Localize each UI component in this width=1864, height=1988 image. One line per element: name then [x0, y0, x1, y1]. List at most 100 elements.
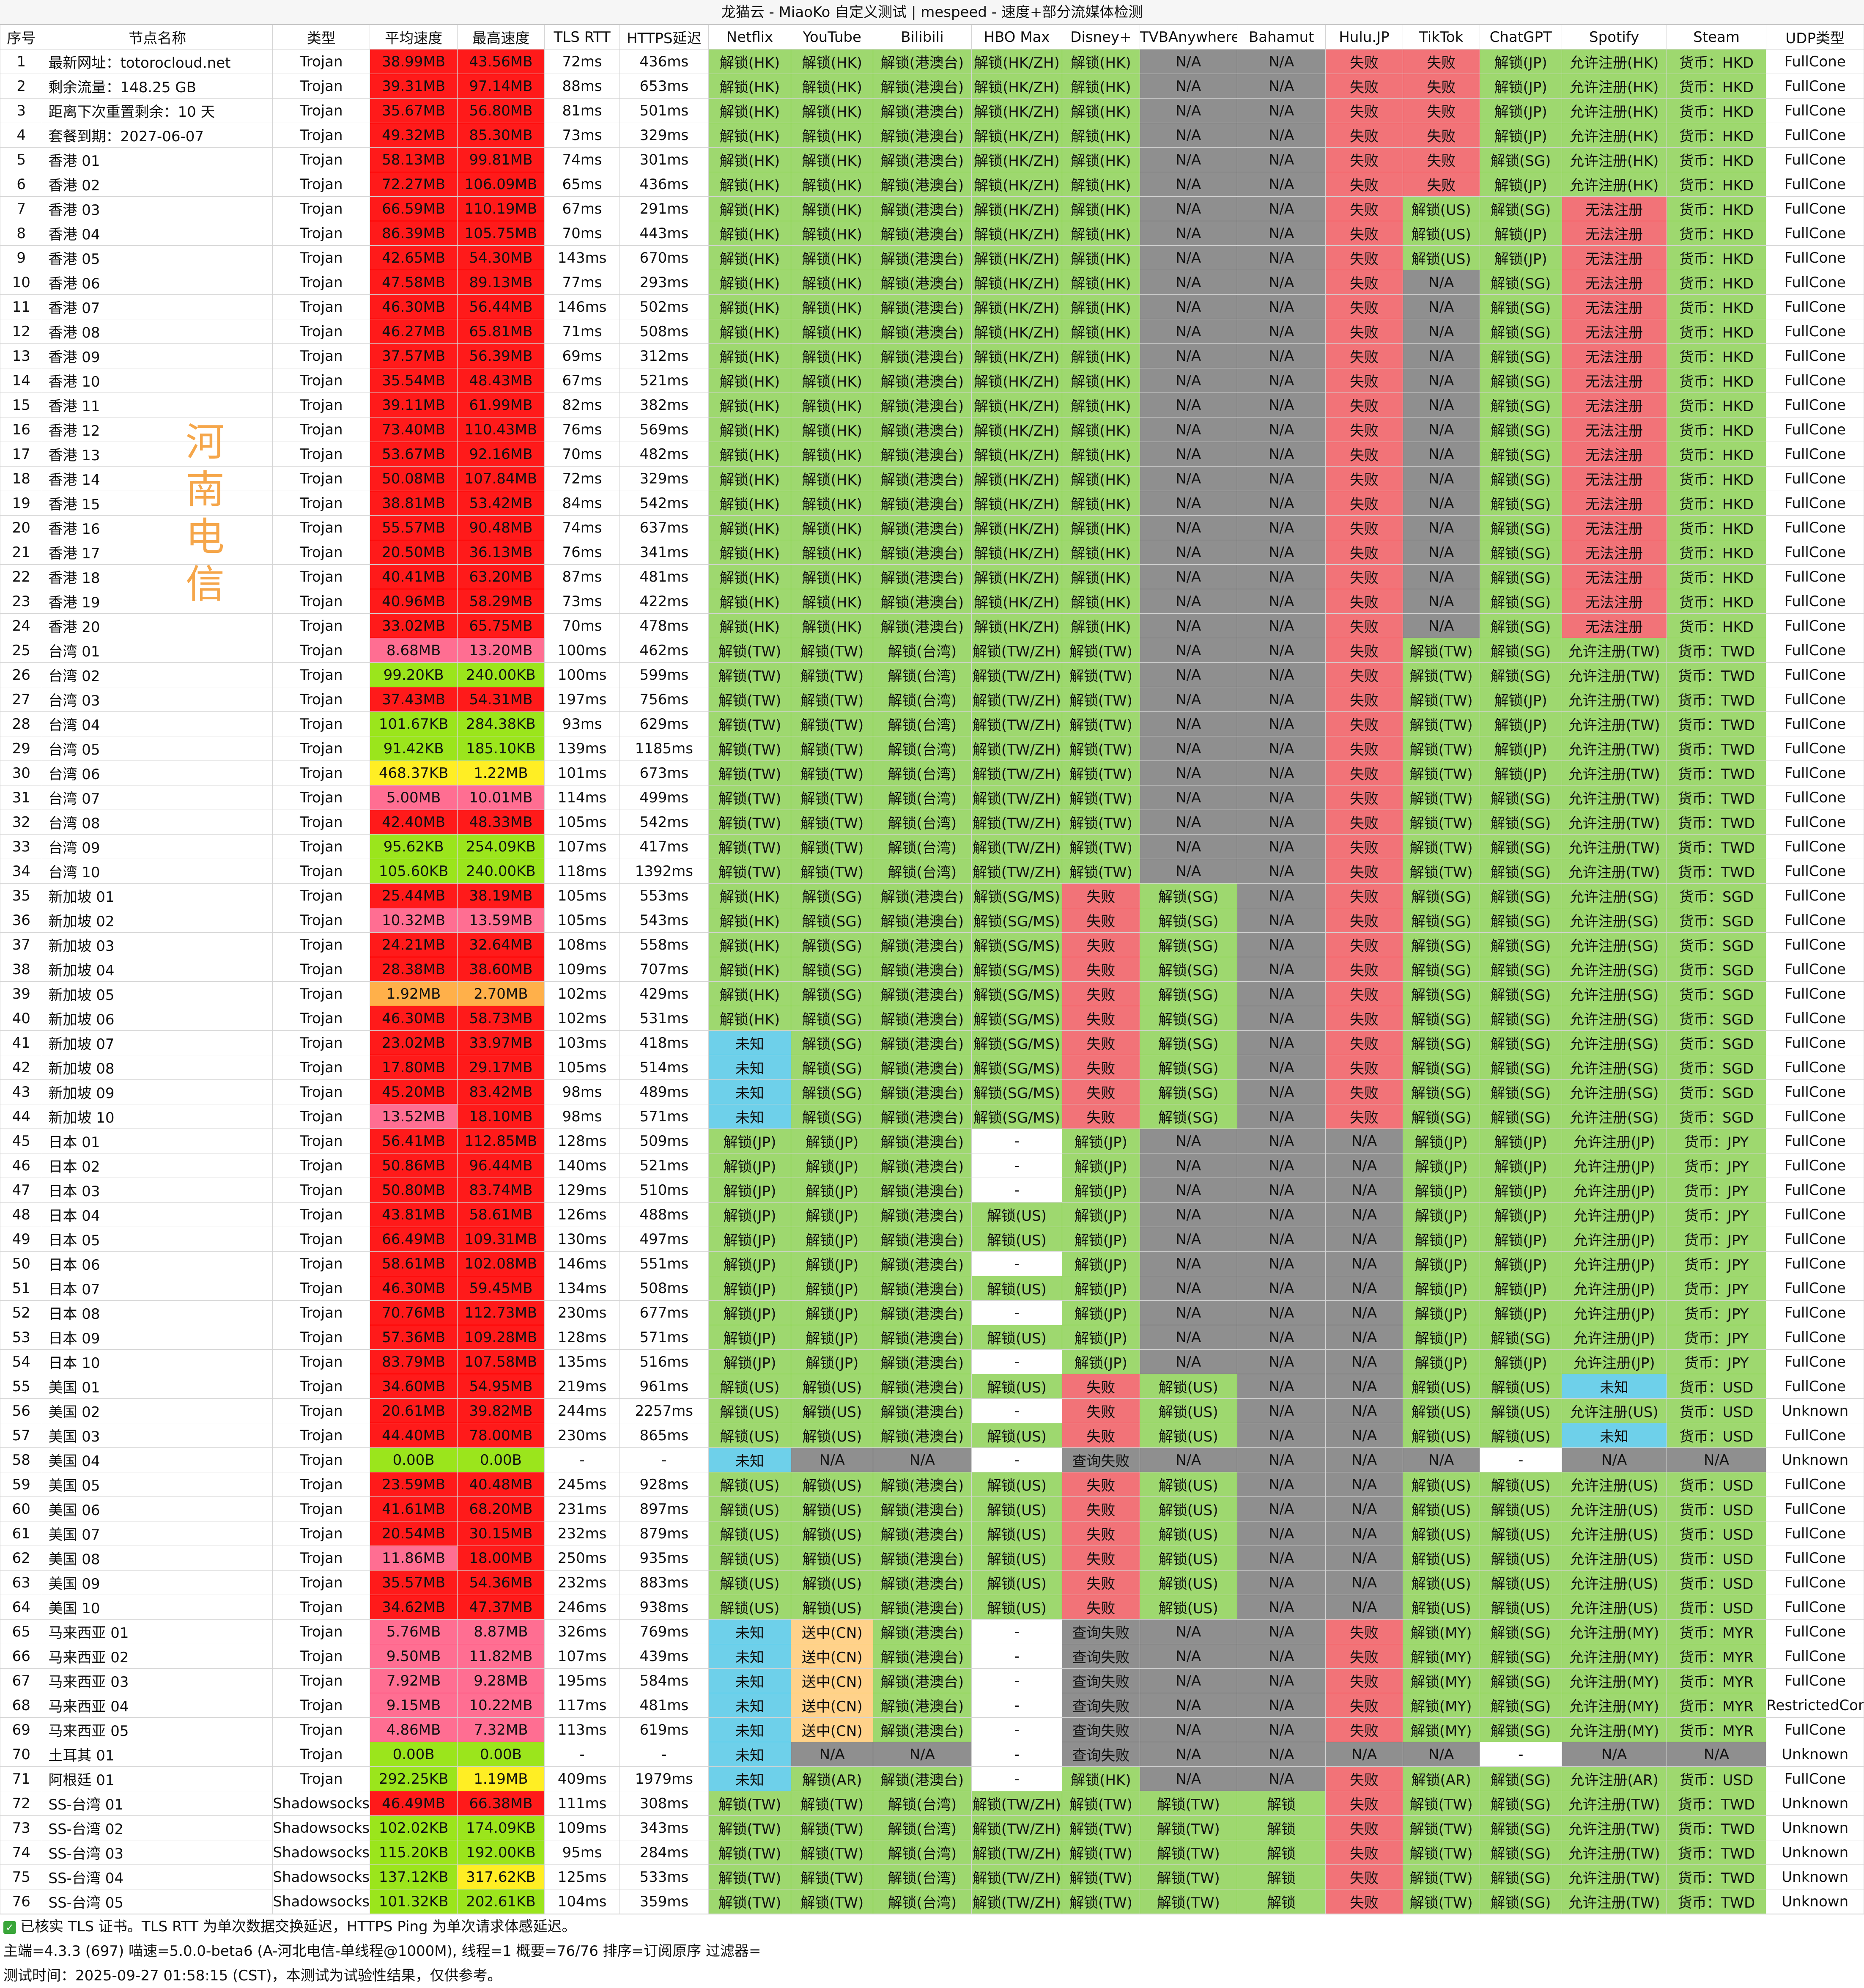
cell-bahamut: N/A [1236, 1546, 1326, 1571]
cell-udp-type: FullCone [1766, 908, 1864, 933]
cell-hulu-jp: N/A [1325, 1521, 1403, 1546]
cell-chatgpt: 解锁(SG) [1479, 1766, 1562, 1791]
cell-netflix: 解锁(HK) [708, 123, 792, 148]
cell-avg-speed: 46.27MB [370, 319, 458, 344]
cell-type: Shadowsocks [272, 1889, 370, 1914]
cell-hbo-max: 解锁(TW/ZH) [971, 810, 1063, 835]
cell-hbo-max: 解锁(US) [971, 1570, 1063, 1595]
cell-bahamut: N/A [1236, 1693, 1326, 1718]
cell-spotify: 允许注册(TW) [1561, 662, 1667, 687]
cell-bahamut: N/A [1236, 540, 1326, 565]
cell-tls-rtt: 134ms [544, 1276, 620, 1301]
cell-netflix: 未知 [708, 1030, 792, 1055]
cell-https-latency: 551ms [620, 1251, 709, 1276]
cell-bilibili: 解锁(港澳台) [873, 417, 972, 442]
cell-node-name: 香港 06 [42, 270, 273, 295]
column-header-hulu-jp: Hulu.JP [1325, 25, 1403, 49]
cell-tiktok: 解锁(SG) [1402, 1104, 1480, 1129]
cell-max-speed: 59.45MB [457, 1276, 545, 1301]
cell-tls-rtt: 105ms [544, 883, 620, 908]
cell-spotify: 无法注册 [1561, 442, 1667, 467]
cell-max-speed: 32.64MB [457, 932, 545, 957]
cell-tvbanywhere: N/A [1139, 785, 1237, 810]
cell-https-latency: 897ms [620, 1496, 709, 1521]
cell-tvbanywhere: N/A [1139, 1644, 1237, 1669]
cell-netflix: 解锁(US) [708, 1374, 792, 1399]
cell-hbo-max: 解锁(HK/ZH) [971, 270, 1063, 295]
cell-avg-speed: 73.40MB [370, 417, 458, 442]
cell-hbo-max: 解锁(TW/ZH) [971, 1815, 1063, 1840]
column-header-max-speed: 最高速度 [457, 25, 545, 49]
cell-disney-plus: 解锁(TW) [1062, 1889, 1140, 1914]
cell-index: 55 [0, 1374, 43, 1399]
cell-udp-type: FullCone [1766, 1129, 1864, 1153]
cell-bahamut: 解锁 [1236, 1815, 1326, 1840]
cell-netflix: 解锁(HK) [708, 1006, 792, 1031]
cell-chatgpt: 解锁(JP) [1479, 761, 1562, 785]
cell-bilibili: 解锁(港澳台) [873, 98, 972, 123]
table-row: 69 马来西亚 05 Trojan 4.86MB 7.32MB 113ms 619ms 未知送… [0, 1717, 1864, 1742]
cell-netflix: 解锁(HK) [708, 221, 792, 246]
cell-https-latency: 481ms [620, 1693, 709, 1718]
cell-node-name: 日本 10 [42, 1349, 273, 1374]
cell-tls-rtt: 88ms [544, 74, 620, 99]
cell-bahamut: 解锁 [1236, 1864, 1326, 1889]
cell-type: Trojan [272, 1129, 370, 1153]
cell-tiktok: 解锁(TW) [1402, 1840, 1480, 1865]
cell-index: 56 [0, 1398, 43, 1423]
cell-chatgpt: 解锁(SG) [1479, 1791, 1562, 1816]
cell-tvbanywhere: N/A [1139, 1325, 1237, 1350]
cell-spotify: 允许注册(TW) [1561, 711, 1667, 736]
cell-disney-plus: 解锁(TW) [1062, 736, 1140, 761]
cell-bahamut: N/A [1236, 1496, 1326, 1521]
cell-node-name: 美国 03 [42, 1423, 273, 1448]
cell-tiktok: N/A [1402, 491, 1480, 516]
cell-udp-type: RestrictedCone [1766, 1693, 1864, 1718]
cell-avg-speed: 46.30MB [370, 1006, 458, 1031]
table-row: 28 台湾 04 Trojan 101.67KB 284.38KB 93ms 629ms 解锁… [0, 711, 1864, 736]
table-row: 68 马来西亚 04 Trojan 9.15MB 10.22MB 117ms 481ms 未知… [0, 1693, 1864, 1718]
cell-tvbanywhere: N/A [1139, 1766, 1237, 1791]
cell-hbo-max: 解锁(US) [971, 1276, 1063, 1301]
cell-tiktok: 解锁(US) [1402, 1595, 1480, 1620]
cell-bahamut: N/A [1236, 466, 1326, 491]
cell-node-name: 日本 01 [42, 1129, 273, 1153]
cell-https-latency: 521ms [620, 1153, 709, 1178]
table-row: 43 新加坡 09 Trojan 45.20MB 83.42MB 98ms 489ms 未知解… [0, 1079, 1864, 1104]
cell-netflix: 未知 [708, 1644, 792, 1669]
cell-avg-speed: 41.61MB [370, 1496, 458, 1521]
column-header-tiktok: TikTok [1402, 25, 1480, 49]
cell-avg-speed: 38.81MB [370, 491, 458, 516]
cell-spotify: 无法注册 [1561, 613, 1667, 638]
cell-node-name: 台湾 04 [42, 711, 273, 736]
cell-netflix: 解锁(US) [708, 1521, 792, 1546]
cell-netflix: 未知 [708, 1717, 792, 1742]
cell-node-name: 新加坡 10 [42, 1104, 273, 1129]
cell-bilibili: 解锁(台湾) [873, 638, 972, 663]
cell-youtube: 解锁(TW) [791, 736, 874, 761]
cell-udp-type: FullCone [1766, 319, 1864, 344]
cell-index: 12 [0, 319, 43, 344]
cell-udp-type: FullCone [1766, 662, 1864, 687]
cell-spotify: 允许注册(TW) [1561, 1815, 1667, 1840]
cell-hulu-jp: 失败 [1325, 1104, 1403, 1129]
cell-index: 71 [0, 1766, 43, 1791]
cell-tvbanywhere: N/A [1139, 442, 1237, 467]
cell-hbo-max: - [971, 1717, 1063, 1742]
cell-udp-type: FullCone [1766, 589, 1864, 614]
cell-tls-rtt: 109ms [544, 1815, 620, 1840]
cell-avg-speed: 46.30MB [370, 294, 458, 319]
cell-udp-type: FullCone [1766, 834, 1864, 859]
table-row: 74 SS-台湾 03 Shadowsocks 115.20KB 192.00KB 95m… [0, 1840, 1864, 1865]
cell-avg-speed: 24.21MB [370, 932, 458, 957]
cell-chatgpt: 解锁(SG) [1479, 1889, 1562, 1914]
cell-steam: 货币：HKD [1666, 613, 1767, 638]
cell-tiktok: 解锁(TW) [1402, 662, 1480, 687]
cell-tiktok: 解锁(MY) [1402, 1693, 1480, 1718]
cell-youtube: N/A [791, 1742, 874, 1767]
cell-index: 72 [0, 1791, 43, 1816]
cell-tiktok: 解锁(SG) [1402, 883, 1480, 908]
cell-node-name: 香港 03 [42, 196, 273, 221]
cell-spotify: 允许注册(SG) [1561, 932, 1667, 957]
cell-max-speed: 112.73MB [457, 1300, 545, 1325]
